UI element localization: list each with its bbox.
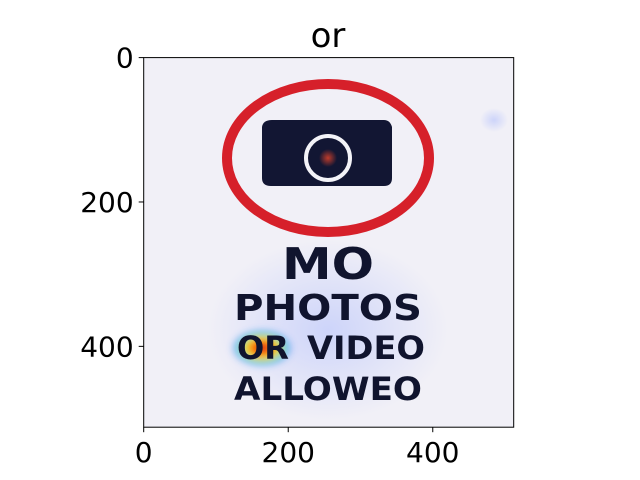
camera-lens <box>319 149 337 167</box>
glow-patch <box>208 240 448 420</box>
sign-line-3-word-1: OR <box>237 329 289 367</box>
sign-line-2: PHOTOS <box>234 288 422 329</box>
sign-line-4: ALLOWEO <box>234 370 422 408</box>
chart-title: or <box>311 16 346 56</box>
y-axis: 0 200 400 <box>80 42 144 363</box>
sign-ring <box>222 79 434 237</box>
y-tick-label: 0 <box>116 42 134 75</box>
attention-hotspot <box>230 328 294 368</box>
y-tick-label: 200 <box>80 186 133 219</box>
sign-line-3-word-2: VIDEO <box>307 329 425 367</box>
sign-line-1: MO <box>282 239 374 290</box>
image-panel: MO PHOTOS OR VIDEO ALLOWEO <box>143 57 514 428</box>
x-tick-label: 0 <box>135 436 153 469</box>
x-axis: 0 200 400 <box>135 427 459 469</box>
glow-patch <box>480 108 508 132</box>
x-tick-label: 200 <box>262 436 315 469</box>
plot-frame <box>143 57 515 428</box>
y-tick-label: 400 <box>80 330 133 363</box>
x-tick-label: 400 <box>406 436 459 469</box>
